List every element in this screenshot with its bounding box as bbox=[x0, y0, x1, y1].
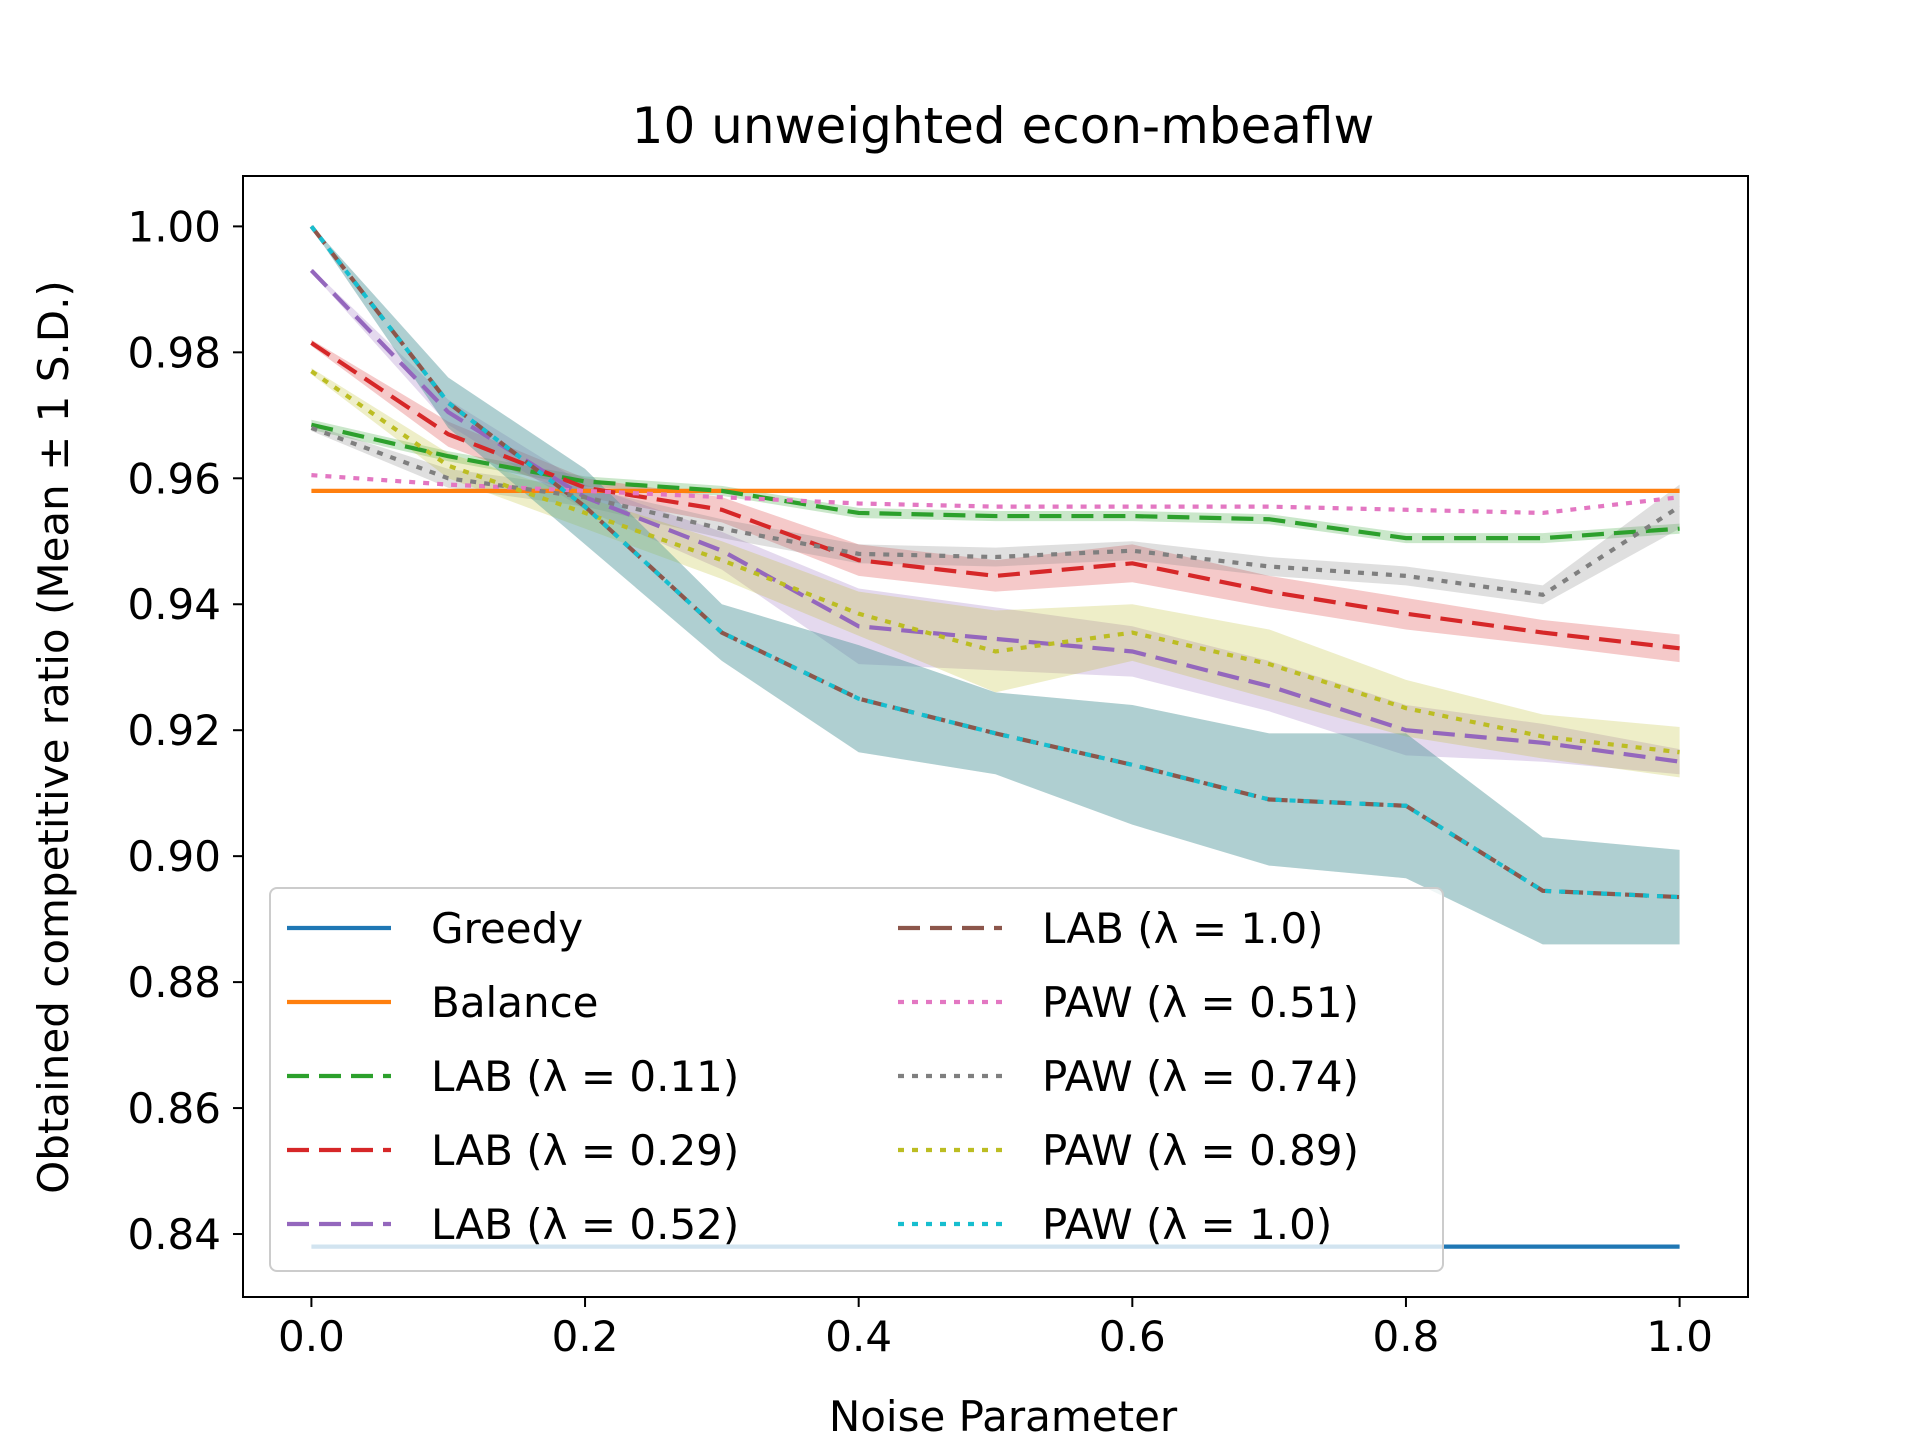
legend-label-lab-1-0: LAB (λ = 1.0) bbox=[1042, 904, 1324, 953]
y-tick-label: 0.98 bbox=[127, 328, 221, 377]
legend-label-paw-0-51: PAW (λ = 0.51) bbox=[1042, 978, 1359, 1027]
legend-label-lab-0-29: LAB (λ = 0.29) bbox=[431, 1126, 739, 1175]
y-tick-label: 0.90 bbox=[127, 832, 221, 881]
x-tick-label: 0.6 bbox=[1099, 1312, 1166, 1361]
y-tick-label: 0.92 bbox=[127, 706, 221, 755]
legend-label-greedy: Greedy bbox=[431, 904, 583, 953]
legend-label-paw-1-0: PAW (λ = 1.0) bbox=[1042, 1200, 1332, 1249]
x-tick-label: 0.4 bbox=[825, 1312, 892, 1361]
x-tick-label: 0.0 bbox=[278, 1312, 345, 1361]
y-tick-label: 0.94 bbox=[127, 580, 221, 629]
y-tick-label: 0.96 bbox=[127, 454, 221, 503]
legend-label-paw-0-89: PAW (λ = 0.89) bbox=[1042, 1126, 1359, 1175]
x-tick-label: 0.8 bbox=[1373, 1312, 1440, 1361]
x-axis-label: Noise Parameter bbox=[829, 1392, 1178, 1440]
legend-label-balance: Balance bbox=[431, 978, 599, 1027]
legend-label-lab-0-11: LAB (λ = 0.11) bbox=[431, 1052, 739, 1101]
y-tick-label: 0.86 bbox=[127, 1084, 221, 1133]
y-tick-label: 0.84 bbox=[127, 1210, 221, 1259]
y-axis-label: Obtained competitive ratio (Mean ± 1 S.D… bbox=[29, 280, 78, 1194]
y-tick-label: 1.00 bbox=[127, 202, 221, 251]
legend-label-lab-0-52: LAB (λ = 0.52) bbox=[431, 1200, 739, 1249]
y-tick-label: 0.88 bbox=[127, 958, 221, 1007]
x-tick-label: 0.2 bbox=[552, 1312, 619, 1361]
legend-label-paw-0-74: PAW (λ = 0.74) bbox=[1042, 1052, 1359, 1101]
chart-title: 10 unweighted econ-mbeaflw bbox=[632, 97, 1375, 155]
legend: Greedy Balance LAB (λ = 0.11) LAB (λ = 0.29… bbox=[270, 888, 1443, 1271]
x-tick-label: 1.0 bbox=[1646, 1312, 1713, 1361]
